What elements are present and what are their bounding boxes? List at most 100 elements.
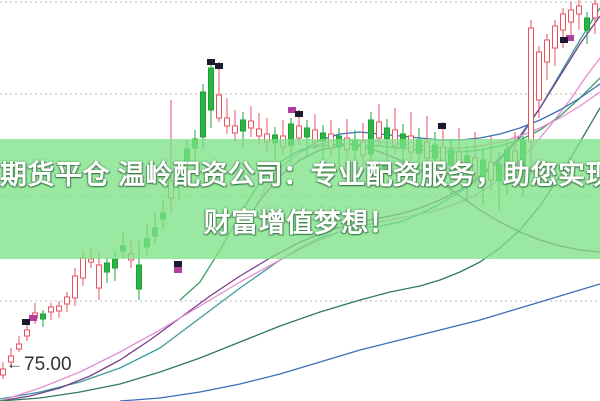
candle-body (344, 137, 350, 151)
candle-body (272, 134, 278, 144)
candle-up (240, 112, 246, 148)
candle-down (216, 62, 222, 122)
candle-up (112, 250, 118, 281)
candle-body (576, 5, 582, 15)
candle-body (216, 94, 222, 119)
candle-body (312, 129, 318, 143)
candle-body (8, 355, 14, 363)
candle-body (264, 133, 270, 143)
candle-down (88, 249, 94, 268)
signal-marker-magenta (288, 107, 296, 113)
promo-headline-line2: 财富增值梦想！ (203, 208, 397, 238)
promo-headline-line1: 期货平仓 温岭配资公司：专业配资服务，助您实现 (0, 160, 600, 190)
candle-body (248, 120, 254, 129)
candle-body (112, 258, 118, 269)
candle-down (72, 268, 78, 306)
signal-marker-dark (207, 59, 215, 65)
candle-body (40, 313, 46, 320)
candle-body (584, 17, 590, 31)
signal-marker-dark (295, 111, 303, 117)
candle-body (208, 67, 214, 111)
candle-body (96, 264, 102, 289)
candle-down (8, 348, 14, 366)
candle-body (224, 117, 230, 127)
signal-marker-dark (174, 261, 182, 267)
candle-body (72, 275, 78, 299)
signal-marker-dark (215, 63, 223, 69)
signal-marker-magenta (566, 35, 574, 41)
candle-body (568, 9, 574, 23)
candle-down (592, 0, 598, 34)
candle-down (0, 362, 6, 379)
price-level-label: ←75.00 (6, 354, 72, 375)
signal-marker-magenta (174, 267, 182, 273)
candle-down (96, 252, 102, 300)
candle-body (232, 125, 238, 134)
candle-down (256, 113, 262, 145)
candle-body (0, 368, 6, 376)
candle-down (56, 301, 62, 318)
candle-up (208, 60, 214, 128)
candle-body (280, 135, 286, 148)
candle-body (56, 305, 62, 312)
signal-marker-dark (22, 319, 30, 325)
candle-body (528, 27, 534, 143)
candle-down (80, 250, 86, 286)
price-level-value: 75.00 (24, 354, 72, 375)
candle-body (384, 127, 390, 140)
ma-blue-lower (119, 283, 600, 401)
candle-body (16, 343, 22, 350)
candle-up (104, 258, 110, 283)
candle-body (80, 257, 86, 279)
signal-marker-magenta (29, 315, 37, 321)
signal-marker-dark (438, 123, 446, 129)
candle-body (544, 39, 550, 63)
candle-body (408, 135, 414, 153)
candle-down (328, 120, 334, 156)
candle-down (576, 0, 582, 30)
candle-down (16, 336, 22, 352)
candle-body (336, 135, 342, 148)
candle-down (552, 20, 558, 66)
candle-body (320, 132, 326, 142)
candle-body (592, 3, 598, 19)
candle-down (264, 118, 270, 152)
candle-body (128, 253, 134, 261)
candle-up (40, 310, 46, 327)
candle-up (584, 12, 590, 44)
candle-body (288, 123, 294, 146)
candle-body (240, 119, 246, 132)
candle-down (536, 46, 542, 118)
candle-body (560, 13, 566, 31)
candle-up (136, 241, 142, 300)
candle-down (48, 303, 54, 320)
candle-body (552, 25, 558, 49)
candle-body (24, 329, 30, 337)
candle-body (192, 138, 198, 149)
candle-body (296, 125, 302, 139)
candle-body (368, 119, 374, 155)
candle-body (48, 306, 54, 313)
candle-body (376, 121, 382, 139)
candle-body (328, 133, 334, 149)
candle-down (232, 110, 238, 142)
candle-down (224, 98, 230, 134)
candle-down (544, 34, 550, 80)
candle-body (88, 258, 94, 263)
candle-down (64, 292, 70, 312)
candle-body (352, 140, 358, 151)
candle-down (248, 106, 254, 137)
candle-body (120, 245, 126, 252)
candle-body (136, 264, 142, 290)
candle-body (392, 129, 398, 147)
signal-marker-dark (560, 37, 568, 43)
candle-body (256, 128, 262, 137)
left-arrow-icon: ← (6, 354, 23, 373)
candle-body (536, 51, 542, 101)
candle-body (400, 133, 406, 148)
candle-body (104, 262, 110, 273)
candle-down (280, 120, 286, 155)
candle-body (64, 296, 70, 305)
candle-up (200, 84, 206, 150)
